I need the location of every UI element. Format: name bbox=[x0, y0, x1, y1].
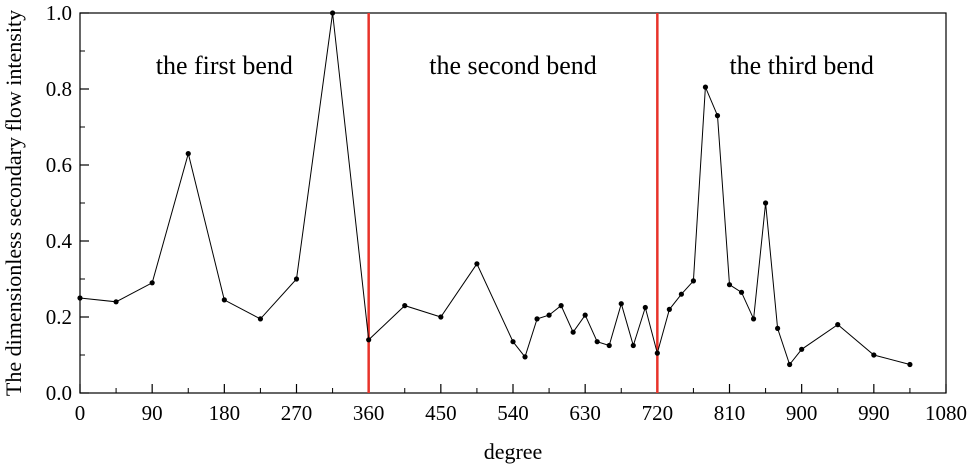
data-point bbox=[185, 151, 191, 157]
data-point bbox=[77, 295, 83, 301]
data-point bbox=[738, 289, 745, 295]
data-point bbox=[510, 339, 516, 345]
bend-annotation: the first bend bbox=[156, 51, 293, 80]
data-point bbox=[678, 291, 684, 297]
data-point bbox=[762, 200, 769, 206]
data-point bbox=[293, 276, 300, 282]
x-tick-label: 810 bbox=[714, 401, 746, 425]
data-point bbox=[221, 297, 227, 303]
data-point bbox=[799, 346, 805, 352]
data-point bbox=[618, 301, 624, 307]
data-point bbox=[775, 325, 781, 331]
y-axis-label: The dimensionless secondary flow intensi… bbox=[1, 10, 26, 396]
data-point bbox=[257, 316, 264, 322]
series-group bbox=[77, 10, 913, 368]
data-point bbox=[702, 84, 709, 90]
data-point bbox=[522, 354, 528, 360]
data-point bbox=[366, 337, 372, 343]
bend-annotations: the first bend the second bend the third b… bbox=[156, 51, 874, 80]
x-tick-label: 90 bbox=[142, 401, 163, 425]
x-tick-label: 1080 bbox=[925, 401, 967, 425]
y-tick-label: 0.6 bbox=[46, 153, 72, 177]
data-point bbox=[438, 314, 444, 320]
data-point bbox=[558, 303, 564, 309]
y-tick-label: 0.0 bbox=[46, 381, 72, 405]
x-tick-label: 180 bbox=[209, 401, 241, 425]
data-point bbox=[402, 303, 408, 309]
data-point bbox=[666, 306, 672, 312]
data-point bbox=[690, 278, 697, 284]
data-point bbox=[787, 361, 793, 368]
series-line bbox=[79, 12, 911, 366]
data-point bbox=[750, 316, 757, 322]
x-tick-label: 360 bbox=[353, 401, 385, 425]
x-tick-label: 900 bbox=[786, 401, 818, 425]
data-point bbox=[726, 282, 733, 288]
data-point bbox=[630, 342, 636, 349]
data-point bbox=[149, 280, 155, 286]
x-tick-label: 630 bbox=[569, 401, 601, 425]
bend-dividers bbox=[367, 13, 659, 393]
data-point bbox=[582, 312, 588, 318]
data-point bbox=[606, 342, 612, 349]
data-point bbox=[534, 316, 540, 322]
y-tick-label: 0.4 bbox=[46, 229, 73, 253]
bend-annotation: the second bend bbox=[429, 51, 597, 80]
x-tick-label: 720 bbox=[642, 401, 674, 425]
x-tick-label: 270 bbox=[281, 401, 313, 425]
data-point bbox=[113, 299, 119, 305]
x-axis-label: degree bbox=[484, 439, 543, 464]
data-point bbox=[714, 113, 721, 119]
data-point bbox=[570, 329, 576, 335]
bend-annotation: the third bend bbox=[729, 51, 873, 80]
data-point bbox=[474, 261, 480, 267]
y-tick-label: 1.0 bbox=[46, 1, 72, 25]
y-tick-label: 0.8 bbox=[46, 77, 72, 101]
data-point bbox=[871, 352, 877, 358]
x-tick-label: 990 bbox=[858, 401, 890, 425]
data-point bbox=[654, 350, 660, 356]
data-point bbox=[642, 304, 648, 311]
x-tick-label: 0 bbox=[75, 401, 86, 425]
x-tick-label: 540 bbox=[497, 401, 529, 425]
data-point bbox=[546, 312, 552, 318]
y-tick-label: 0.2 bbox=[46, 305, 72, 329]
data-point bbox=[594, 339, 600, 345]
tick-labels: 0 90 180 270 360 450 540 630 720 810 900 990 1080 0.0… bbox=[46, 1, 967, 425]
data-point bbox=[835, 322, 841, 328]
data-point bbox=[329, 10, 336, 16]
x-tick-label: 450 bbox=[425, 401, 457, 425]
data-point bbox=[907, 361, 913, 368]
